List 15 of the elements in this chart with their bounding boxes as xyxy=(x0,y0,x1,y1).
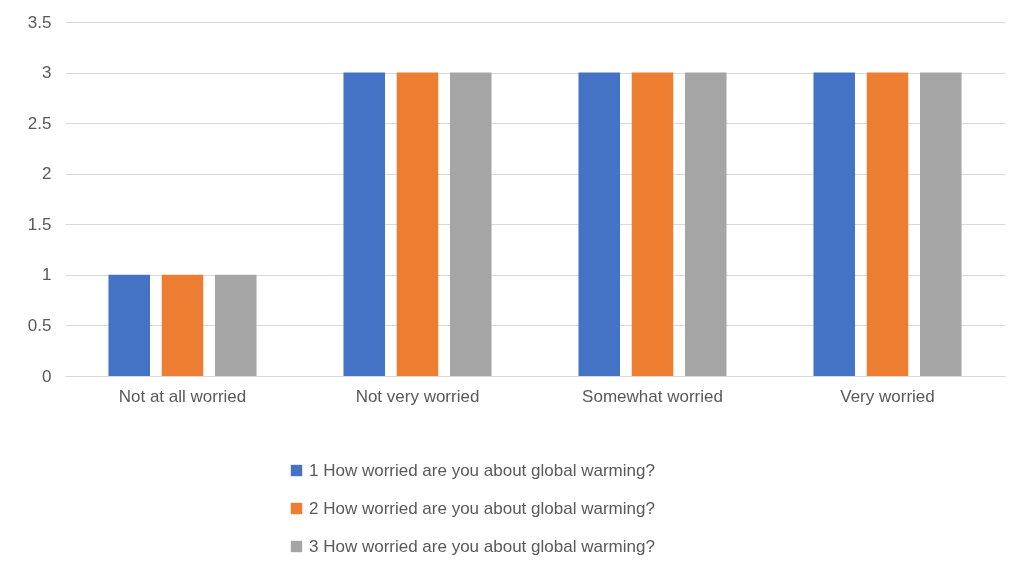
y-tick-label: 1 xyxy=(42,265,52,285)
x-tick-label: Not at all worried xyxy=(118,386,247,406)
y-tick-label: 3.5 xyxy=(27,12,52,32)
x-tick-label: Not very worried xyxy=(355,386,480,406)
y-tick-label: 2 xyxy=(42,164,52,184)
y-tick-label: 2.5 xyxy=(27,113,52,133)
y-tick-label: 1.5 xyxy=(27,214,52,234)
y-tick-label: 0.5 xyxy=(27,315,52,335)
y-tick-label: 0 xyxy=(42,366,52,386)
x-tick-label: Somewhat worried xyxy=(582,386,723,406)
y-tick-label: 3 xyxy=(42,63,52,83)
x-tick-label: Very worried xyxy=(840,386,935,406)
legend-label: 2 How worried are you about global warming? xyxy=(309,498,655,518)
legend-label: 3 How worried are you about global warming? xyxy=(309,536,655,556)
legend-label: 1 How worried are you about global warming? xyxy=(309,460,655,480)
